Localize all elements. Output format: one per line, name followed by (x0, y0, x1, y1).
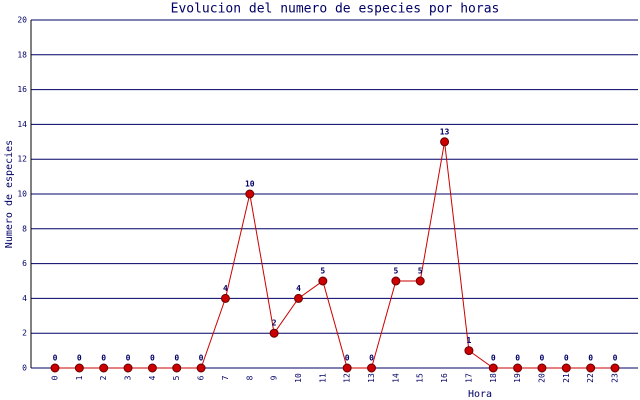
marker (488, 363, 498, 373)
y-tick-label: 18 (17, 50, 27, 59)
marker (464, 346, 474, 356)
data-label: 0 (613, 354, 618, 363)
data-label: 10 (245, 180, 255, 189)
x-axis-label: Hora (468, 389, 492, 400)
x-tick-label: 23 (611, 373, 620, 383)
x-tick-label: 16 (440, 373, 449, 383)
x-tick-label: 9 (270, 375, 279, 380)
x-tick-label: 21 (562, 373, 571, 383)
marker (172, 363, 182, 373)
y-tick-label: 8 (22, 224, 27, 233)
y-tick-label: 4 (22, 294, 27, 303)
marker (318, 276, 328, 286)
data-label: 1 (466, 336, 471, 345)
marker (74, 363, 84, 373)
data-label: 5 (418, 267, 423, 276)
y-tick-label: 14 (17, 120, 27, 129)
x-tick-label: 14 (391, 373, 400, 383)
x-tick-label: 18 (489, 373, 498, 383)
y-tick-label: 20 (17, 16, 27, 25)
line (55, 141, 615, 369)
marker (367, 363, 377, 373)
data-label: 0 (199, 354, 204, 363)
x-tick-label: 3 (124, 375, 133, 380)
data-label: 2 (272, 319, 277, 328)
y-tick-label: 12 (17, 155, 27, 164)
data-label: 0 (53, 354, 58, 363)
data-label: 0 (174, 354, 179, 363)
x-tick-label: 13 (367, 373, 376, 383)
x-tick-label: 15 (416, 373, 425, 383)
x-tick-label: 12 (343, 373, 352, 383)
x-tick-label: 11 (318, 373, 327, 383)
data-label: 13 (440, 127, 450, 136)
marker (196, 363, 206, 373)
data-label: 4 (296, 284, 301, 293)
chart-title: Evolucion del numero de especies por hor… (171, 2, 500, 17)
data-label: 0 (515, 354, 520, 363)
x-tick-label: 20 (537, 373, 546, 383)
data-label: 5 (393, 267, 398, 276)
x-tick-label: 1 (75, 375, 84, 380)
marker (537, 363, 547, 373)
data-label: 0 (540, 354, 545, 363)
x-tick-label: 10 (294, 373, 303, 383)
x-tick-label: 6 (197, 375, 206, 380)
y-axis-label: Numero de especies (4, 140, 15, 248)
data-label: 0 (77, 354, 82, 363)
marker (269, 328, 279, 338)
marker (513, 363, 523, 373)
marker (245, 189, 255, 199)
marker (220, 293, 230, 303)
x-tick-label: 0 (51, 375, 60, 380)
marker (586, 363, 596, 373)
marker (391, 276, 401, 286)
x-tick-label: 4 (148, 375, 157, 380)
data-label: 0 (588, 354, 593, 363)
data-label: 0 (369, 354, 374, 363)
data-label: 4 (223, 284, 228, 293)
marker (342, 363, 352, 373)
y-tick-label: 10 (17, 190, 27, 199)
marker (147, 363, 157, 373)
y-tick-label: 2 (22, 329, 27, 338)
data-label: 0 (126, 354, 131, 363)
data-label: 0 (345, 354, 350, 363)
x-tick-label: 19 (513, 373, 522, 383)
marker (293, 293, 303, 303)
marker (123, 363, 133, 373)
x-tick-label: 5 (172, 375, 181, 380)
x-tick-label: 2 (99, 375, 108, 380)
y-tick-label: 0 (22, 364, 27, 373)
x-tick-label: 8 (245, 375, 254, 380)
marker (415, 276, 425, 286)
marker (50, 363, 60, 373)
x-tick-label: 22 (586, 373, 595, 383)
x-tick-label: 17 (464, 373, 473, 383)
y-tick-label: 16 (17, 85, 27, 94)
data-label: 5 (320, 267, 325, 276)
data-label: 0 (150, 354, 155, 363)
marker (561, 363, 571, 373)
data-label: 0 (101, 354, 106, 363)
y-tick-label: 6 (22, 259, 27, 268)
marker (440, 137, 450, 147)
marker (610, 363, 620, 373)
marker (99, 363, 109, 373)
data-label: 0 (564, 354, 569, 363)
data-label: 0 (491, 354, 496, 363)
x-tick-label: 7 (221, 375, 230, 380)
